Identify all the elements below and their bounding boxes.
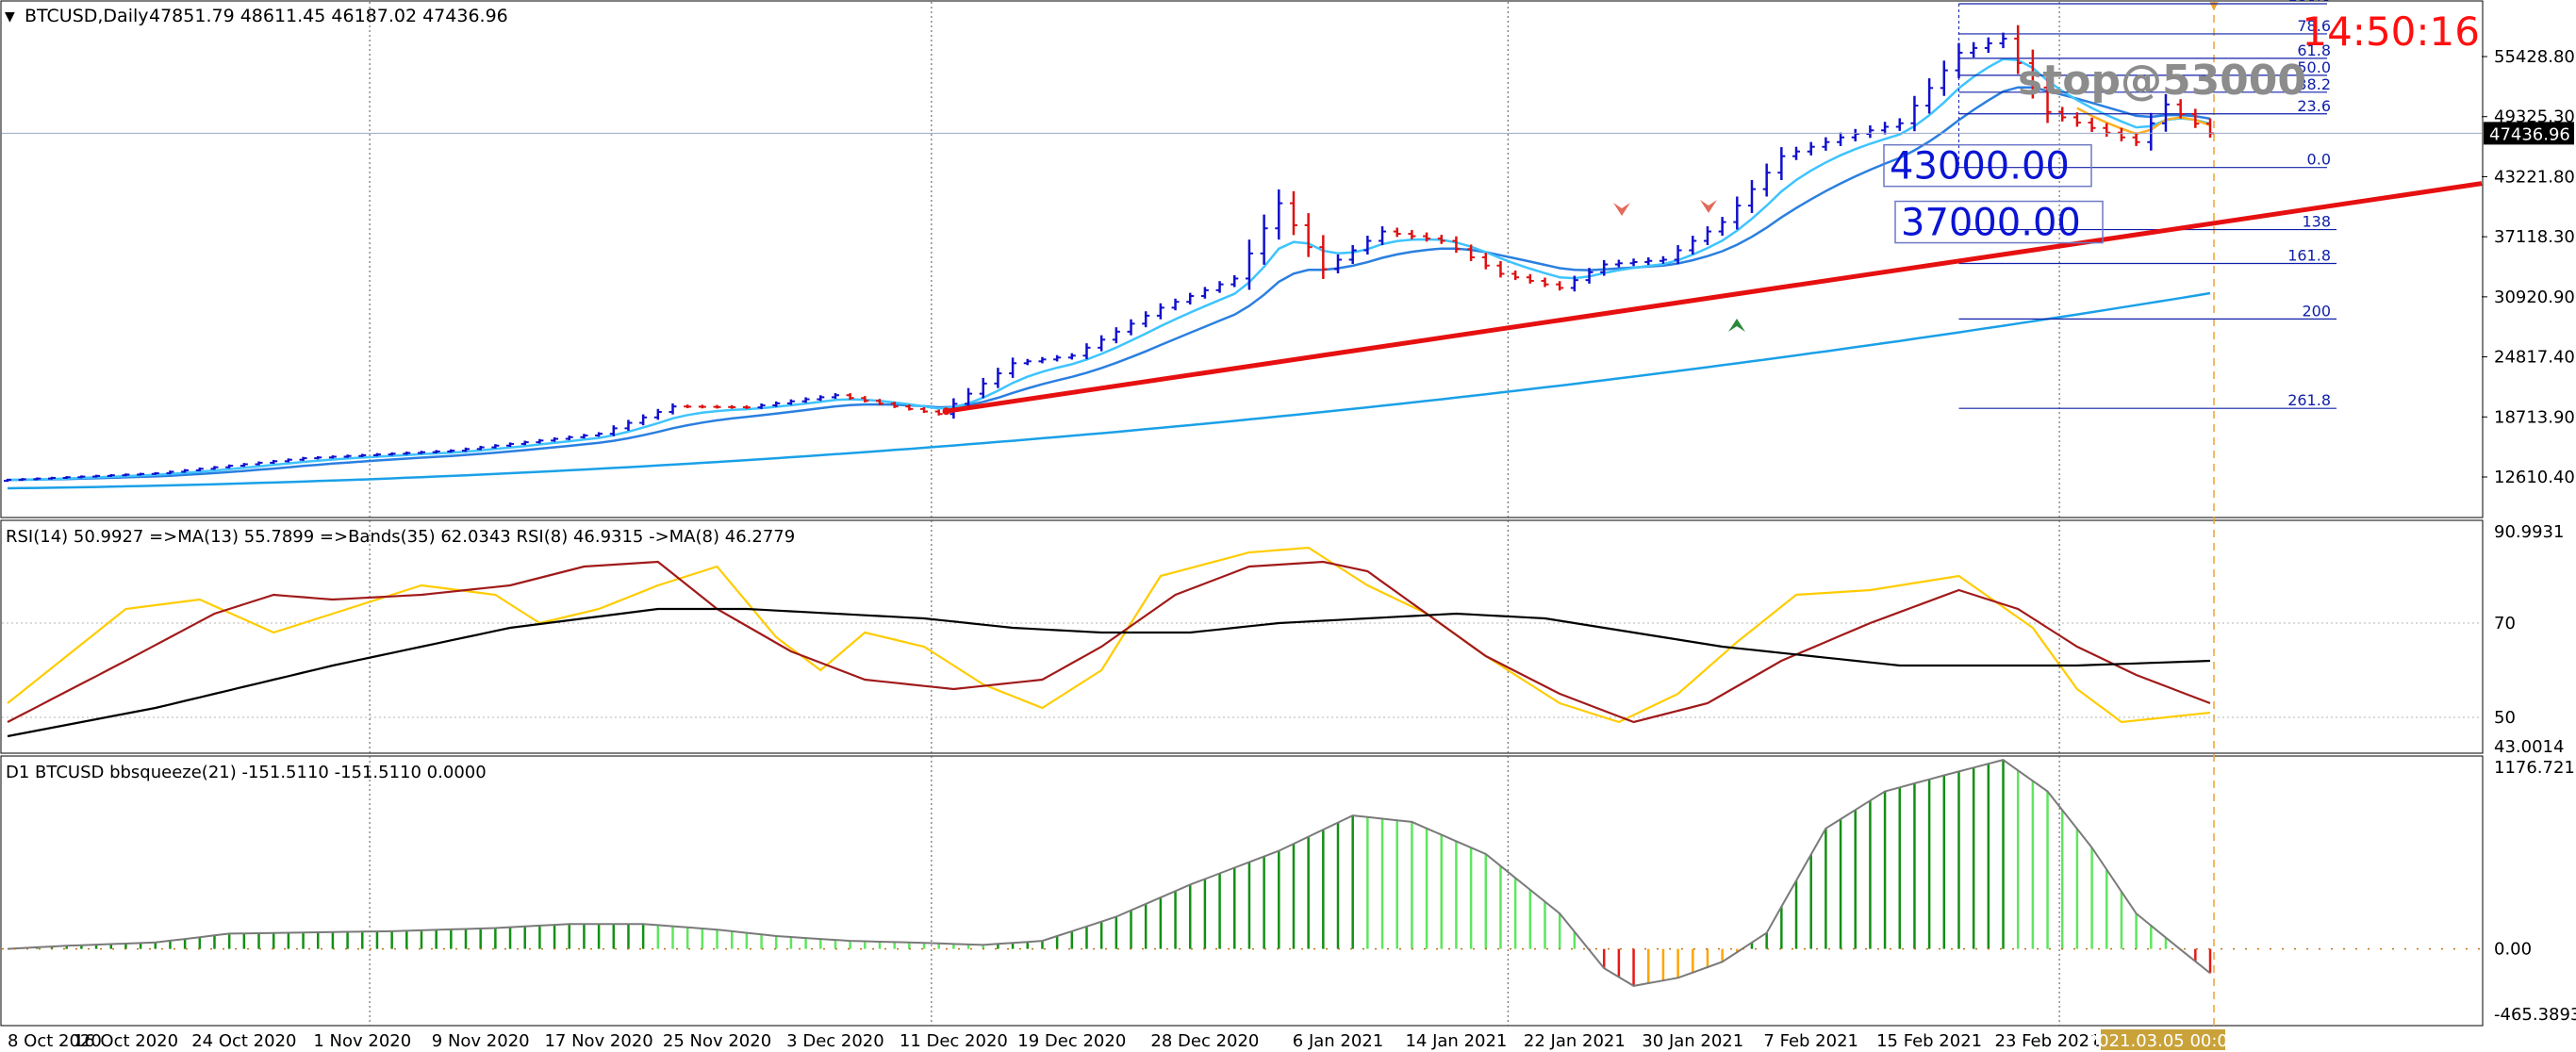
squeeze-histogram xyxy=(2,759,2482,987)
y-tick-label: 37118.30 xyxy=(2494,227,2575,247)
fib-label: 78.6 xyxy=(2297,17,2331,35)
fib-label: 38.2 xyxy=(2297,75,2331,93)
squeeze-header: D1 BTCUSD bbsqueeze(21) -151.5110 -151.5… xyxy=(6,763,487,782)
y-tick-label: 55428.80 xyxy=(2494,47,2575,67)
trendline xyxy=(946,181,2483,414)
y-tick-label: 24817.40 xyxy=(2494,348,2575,368)
squeeze-y-tick-label: 1176.7217 xyxy=(2494,758,2576,778)
fib-label: 200 xyxy=(2302,302,2331,320)
x-tick-label: 25 Nov 2020 xyxy=(663,1031,771,1051)
x-tick-label: 16 Oct 2020 xyxy=(74,1031,178,1051)
clock-label: 14:50:16 xyxy=(2302,8,2480,55)
up-arrow-icon xyxy=(1728,319,1745,332)
fib-label: 100.0 xyxy=(2287,0,2331,5)
price-box xyxy=(1883,143,2092,188)
x-highlight-box xyxy=(2101,1029,2225,1050)
squeeze-y-tick-label: 0.00 xyxy=(2494,940,2532,960)
down-arrow-icon xyxy=(1700,200,1717,213)
rsi-series-line xyxy=(7,546,2211,724)
fibonacci-levels: 100.0 78.6 61.850.038.2 23.6 0.0 138 161.8 200 2… xyxy=(1957,0,2337,409)
price-box xyxy=(1894,200,2104,244)
slow-ema-line xyxy=(7,86,2211,482)
fast-ema-line xyxy=(7,58,2211,482)
rsi-y-tick-label: 43.0014 xyxy=(2494,737,2564,757)
current-bar-marker: ▼ xyxy=(2209,0,2219,12)
moving-averages xyxy=(7,58,2211,490)
fib-label: 61.8 xyxy=(2297,41,2331,59)
long-ma-line xyxy=(7,291,2211,490)
rsi-header: RSI(14) 50.9927 =>MA(13) 55.7899 =>Bands… xyxy=(6,527,795,547)
price-box-label: 43000.00 xyxy=(1890,145,2070,189)
x-tick-label: 15 Feb 2021 xyxy=(1876,1031,1982,1051)
orange-ma-line xyxy=(2076,107,2211,136)
x-tick-label: 14 Jan 2021 xyxy=(1405,1031,1507,1051)
down-arrow-icon xyxy=(1613,203,1630,216)
y-tick-label: 12610.40 xyxy=(2494,468,2575,487)
squeeze-panel-frame xyxy=(0,755,2484,1027)
current-price-label: 47436.96 xyxy=(2489,124,2570,144)
rsi-series-line xyxy=(7,607,2211,738)
y-tick-label: 43221.80 xyxy=(2494,167,2575,187)
x-tick-label: 30 Jan 2021 xyxy=(1642,1031,1743,1051)
x-tick-label: 23 Feb 2021 xyxy=(1995,1031,2101,1051)
y-tick-label: 18713.90 xyxy=(2494,407,2575,427)
current-price-tag xyxy=(2484,122,2574,145)
price-overlays: 43000.00 37000.00 xyxy=(2,132,2483,416)
x-tick-label: 6 Jan 2021 xyxy=(1293,1031,1383,1051)
price-panel-frame xyxy=(0,0,2484,518)
fib-label: 261.8 xyxy=(2287,391,2331,409)
rsi-series-line xyxy=(7,560,2211,724)
trendline-anchor xyxy=(942,407,950,416)
rsi-y-tick-label: 90.9931 xyxy=(2494,522,2564,542)
rsi-y-tick-label: 50 xyxy=(2494,708,2516,728)
squeeze-line xyxy=(7,759,2211,987)
stop-label: stop@53000 xyxy=(2018,57,2306,105)
collapse-triangle-icon[interactable]: ▼ xyxy=(5,9,15,25)
y-tick-label: 30920.90 xyxy=(2494,288,2575,307)
fib-label: 50.0 xyxy=(2297,58,2331,76)
x-tick-label: 28 Dec 2020 xyxy=(1150,1031,1259,1051)
rsi-lines xyxy=(2,546,2482,738)
price-bars xyxy=(4,25,2214,483)
x-highlight-label: 2021.03.05 00:00 xyxy=(2088,1031,2239,1051)
x-tick-label: 3 Dec 2020 xyxy=(786,1031,884,1051)
x-tick-label: 11 Dec 2020 xyxy=(900,1031,1008,1051)
fib-label: 138 xyxy=(2302,213,2331,231)
squeeze-y-tick-label: -465.3893 xyxy=(2494,1005,2576,1025)
x-tick-label: 24 Oct 2020 xyxy=(191,1031,296,1051)
x-tick-label: 1 Nov 2020 xyxy=(313,1031,411,1051)
rsi-panel-frame xyxy=(0,519,2484,754)
x-tick-label: 19 Dec 2020 xyxy=(1017,1031,1126,1051)
x-tick-label: 7 Feb 2021 xyxy=(1763,1031,1858,1051)
vertical-grid: ▼ xyxy=(369,0,2219,1026)
x-tick-label: 22 Jan 2021 xyxy=(1524,1031,1626,1051)
x-tick-label: 17 Nov 2020 xyxy=(544,1031,652,1051)
x-tick-label: 8 Oct 2020 xyxy=(8,1031,102,1051)
price-box-label: 37000.00 xyxy=(1901,202,2081,245)
rsi-y-tick-label: 70 xyxy=(2494,614,2516,633)
price-header-ohlc: 47851.79 48611.45 46187.02 47436.96 xyxy=(149,6,508,26)
x-tick-label: 9 Nov 2020 xyxy=(432,1031,530,1051)
fib-label: 23.6 xyxy=(2297,97,2331,115)
fib-label: 0.0 xyxy=(2307,151,2331,169)
price-header-symbol: BTCUSD,Daily xyxy=(25,6,149,26)
fib-label: 161.8 xyxy=(2287,246,2331,264)
